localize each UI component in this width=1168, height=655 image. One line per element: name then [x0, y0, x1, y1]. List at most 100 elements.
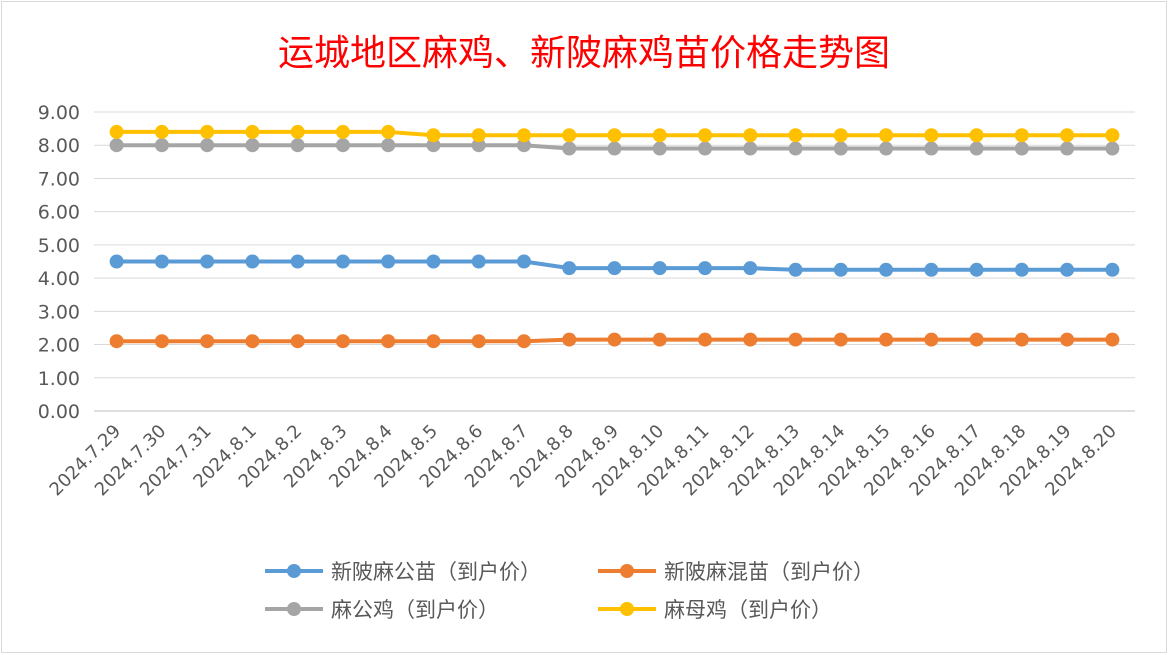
data-point [607, 141, 622, 156]
data-point [290, 138, 305, 153]
data-point [607, 261, 622, 276]
data-point [924, 128, 939, 143]
data-point [879, 332, 894, 347]
legend-marker [620, 564, 634, 578]
data-point [109, 254, 124, 269]
x-axis-ticks: 2024.7.292024.7.302024.7.312024.8.12024.… [46, 421, 1121, 501]
data-point [471, 334, 486, 349]
data-point [290, 334, 305, 349]
data-point [1105, 262, 1120, 277]
data-point [788, 262, 803, 277]
data-point [426, 138, 441, 153]
data-point [743, 261, 758, 276]
data-point [607, 332, 622, 347]
data-point [607, 128, 622, 143]
legend-label: 麻母鸡（到户价） [664, 598, 832, 622]
data-point [652, 332, 667, 347]
legend-marker [287, 602, 301, 616]
data-point [969, 262, 984, 277]
data-point [743, 332, 758, 347]
data-point [788, 141, 803, 156]
data-point [1014, 262, 1029, 277]
legend-label: 新陂麻混苗（到户价） [664, 560, 874, 584]
data-point [562, 332, 577, 347]
data-point [245, 124, 260, 139]
data-point [969, 128, 984, 143]
data-point [290, 254, 305, 269]
data-point [516, 334, 531, 349]
legend-item: 新陂麻公苗（到户价） [265, 560, 541, 584]
data-point [109, 334, 124, 349]
series-2 [109, 138, 1120, 156]
data-point [381, 334, 396, 349]
data-point [1105, 332, 1120, 347]
data-point [381, 138, 396, 153]
y-tick-label: 8.00 [38, 135, 80, 157]
data-point [562, 261, 577, 276]
y-tick-label: 5.00 [38, 235, 80, 257]
data-point [471, 254, 486, 269]
data-point [924, 262, 939, 277]
data-point [381, 254, 396, 269]
y-tick-label: 2.00 [38, 335, 80, 357]
data-point [516, 138, 531, 153]
data-point [335, 254, 350, 269]
data-point [833, 141, 848, 156]
data-point [1014, 332, 1029, 347]
data-point [833, 128, 848, 143]
data-point [426, 334, 441, 349]
data-point [652, 128, 667, 143]
data-point [335, 124, 350, 139]
data-point [562, 128, 577, 143]
data-point [335, 334, 350, 349]
data-point [200, 334, 215, 349]
data-point [426, 128, 441, 143]
data-point [200, 124, 215, 139]
data-point [879, 141, 894, 156]
data-point [652, 261, 667, 276]
data-point [426, 254, 441, 269]
data-point [879, 262, 894, 277]
data-point [788, 332, 803, 347]
data-point [335, 138, 350, 153]
data-point [200, 138, 215, 153]
y-tick-label: 0.00 [38, 401, 80, 423]
data-point [1105, 141, 1120, 156]
data-point [743, 141, 758, 156]
data-point [245, 254, 260, 269]
data-point [109, 124, 124, 139]
legend: 新陂麻公苗（到户价） 新陂麻混苗（到户价） 麻公鸡（到户价） 麻母鸡（到户价） [265, 560, 874, 622]
data-point [652, 141, 667, 156]
data-point [698, 332, 713, 347]
legend-item: 麻母鸡（到户价） [598, 598, 832, 622]
data-point [1060, 141, 1075, 156]
y-tick-label: 9.00 [38, 102, 80, 124]
data-point [879, 128, 894, 143]
chart-title: 运城地区麻鸡、新陂麻鸡苗价格走势图 [277, 33, 890, 74]
legend-item: 新陂麻混苗（到户价） [598, 560, 874, 584]
series-lines [109, 124, 1120, 349]
data-point [698, 141, 713, 156]
data-point [562, 141, 577, 156]
data-point [471, 128, 486, 143]
data-point [245, 334, 260, 349]
data-point [1060, 128, 1075, 143]
data-point [924, 332, 939, 347]
data-point [516, 128, 531, 143]
data-point [969, 332, 984, 347]
y-tick-label: 7.00 [38, 168, 80, 190]
legend-marker [287, 564, 301, 578]
data-point [924, 141, 939, 156]
data-point [154, 138, 169, 153]
y-tick-label: 6.00 [38, 202, 80, 224]
data-point [969, 141, 984, 156]
data-point [200, 254, 215, 269]
data-point [833, 262, 848, 277]
data-point [698, 128, 713, 143]
series-3 [109, 124, 1120, 143]
y-tick-label: 4.00 [38, 268, 80, 290]
data-point [1105, 128, 1120, 143]
data-point [1060, 332, 1075, 347]
